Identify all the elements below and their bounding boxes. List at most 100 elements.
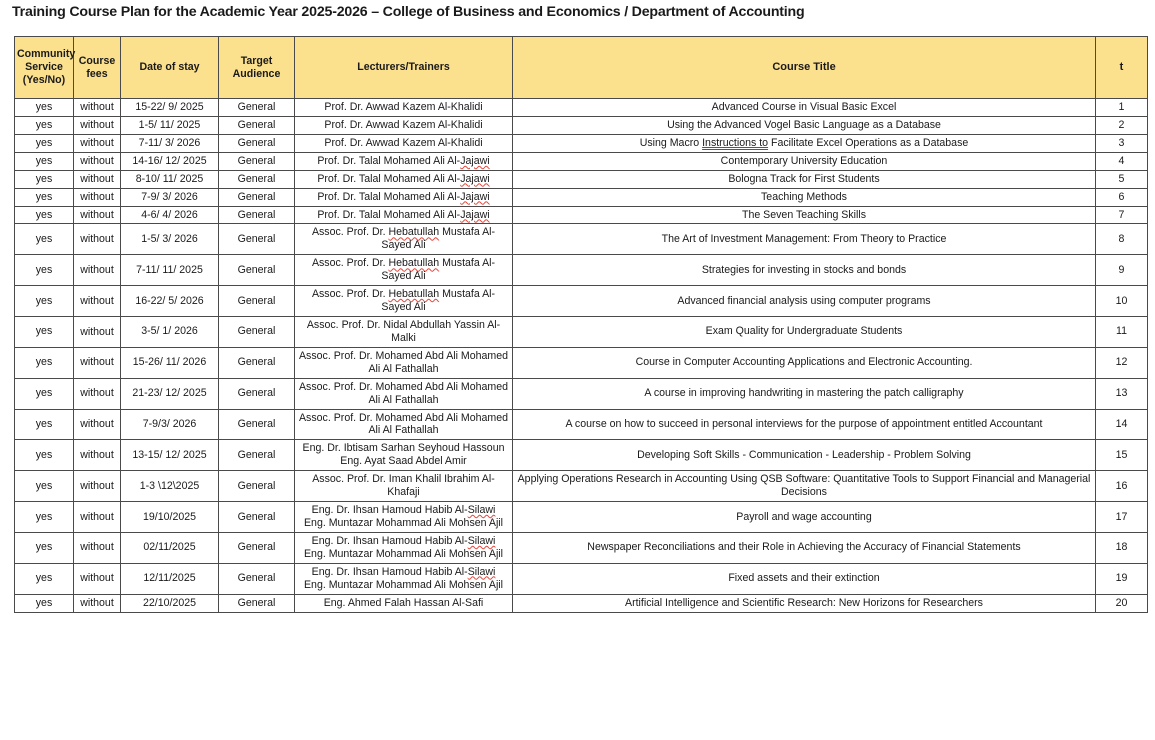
- cell-course-fees: without: [73, 133, 121, 153]
- cell-row-number: 2: [1095, 115, 1148, 135]
- cell-lecturers-trainers: Assoc. Prof. Dr. Mohamed Abd Ali Mohamed…: [294, 377, 513, 410]
- cell-course-title: Exam Quality for Undergraduate Students: [512, 315, 1096, 348]
- table-row: yes without 8-10/ 11/ 2025 General Prof. Dr.…: [14, 169, 1148, 189]
- cell-target-audience: General: [218, 470, 295, 503]
- lecturer-name: Eng. Ahmed Falah Hassan Al-Safi: [323, 596, 484, 609]
- cell-course-title: Artificial Intelligence and Scientific R…: [512, 593, 1096, 613]
- table-row: yes without 7-11/ 11/ 2025 General Assoc. Pr…: [14, 254, 1148, 287]
- cell-row-number: 11: [1095, 315, 1148, 348]
- cell-row-number: 8: [1095, 223, 1148, 256]
- cell-course-fees: without: [73, 346, 121, 379]
- column-header-date-of-stay: Date of stay: [120, 36, 219, 99]
- lecturer-name: Prof. Dr. Awwad Kazem Al-Khalidi: [324, 118, 483, 131]
- course-fees-value: without: [80, 119, 114, 132]
- cell-course-title: A course in improving handwriting in mas…: [512, 377, 1096, 410]
- cell-row-number: 6: [1095, 187, 1148, 207]
- cell-date-of-stay: 15-26/ 11/ 2026: [120, 346, 219, 379]
- cell-community-service: yes: [14, 315, 74, 348]
- cell-community-service: yes: [14, 151, 74, 171]
- lecturer-name: Assoc. Prof. Dr. Hebatullah Mustafa Al-S…: [311, 226, 496, 252]
- course-fees-value: without: [80, 136, 114, 149]
- table-row: yes without 3-5/ 1/ 2026 General Assoc. Prof…: [14, 315, 1148, 348]
- cell-target-audience: General: [218, 115, 295, 135]
- cell-course-title: Course in Computer Accounting Applicatio…: [512, 346, 1096, 379]
- course-fees-value: without: [80, 418, 114, 431]
- cell-community-service: yes: [14, 133, 74, 153]
- cell-course-fees: without: [73, 315, 121, 348]
- cell-date-of-stay: 02/11/2025: [120, 531, 219, 564]
- column-header-number: t: [1095, 36, 1148, 99]
- lecturer-name: Eng. Muntazar Mohammad Ali Mohsen Ajil: [303, 516, 504, 529]
- header-row: Community Service (Yes/No) Course fees D…: [14, 36, 1148, 99]
- cell-target-audience: General: [218, 133, 295, 153]
- lecturer-name: Prof. Dr. Talal Mohamed Ali Al-Jajawi: [317, 172, 490, 185]
- course-fees-value: without: [80, 208, 114, 221]
- cell-date-of-stay: 7-9/ 3/ 2026: [120, 187, 219, 207]
- cell-lecturers-trainers: Eng. Dr. Ihsan Hamoud Habib Al-Silawi Eng…: [294, 531, 513, 564]
- cell-course-fees: without: [73, 470, 121, 503]
- cell-course-fees: without: [73, 377, 121, 410]
- cell-course-fees: without: [73, 562, 121, 595]
- cell-course-title: Teaching Methods: [512, 187, 1096, 207]
- cell-lecturers-trainers: Eng. Dr. Ihsan Hamoud Habib Al-Silawi Eng…: [294, 562, 513, 595]
- cell-row-number: 3: [1095, 133, 1148, 153]
- cell-row-number: 15: [1095, 439, 1148, 472]
- lecturer-name: Assoc. Prof. Dr. Mohamed Abd Ali Mohamed…: [298, 380, 509, 406]
- cell-course-title: Advanced financial analysis using comput…: [512, 285, 1096, 317]
- cell-target-audience: General: [218, 439, 295, 472]
- table-row: yes without 7-9/3/ 2026 General Assoc. Prof.…: [14, 408, 1148, 441]
- cell-date-of-stay: 1-5/ 3/ 2026: [120, 223, 219, 256]
- table-row: yes without 4-6/ 4/ 2026 General Prof. Dr. T…: [14, 205, 1148, 225]
- cell-course-fees: without: [73, 169, 121, 189]
- cell-row-number: 18: [1095, 531, 1148, 564]
- cell-date-of-stay: 4-6/ 4/ 2026: [120, 205, 219, 225]
- table-row: yes without 13-15/ 12/ 2025 General Eng. Dr.…: [14, 439, 1148, 472]
- lecturer-name: Prof. Dr. Awwad Kazem Al-Khalidi: [324, 136, 483, 149]
- cell-row-number: 12: [1095, 346, 1148, 379]
- cell-community-service: yes: [14, 205, 74, 225]
- cell-course-title: Advanced Course in Visual Basic Excel: [512, 98, 1096, 117]
- cell-date-of-stay: 21-23/ 12/ 2025: [120, 377, 219, 410]
- cell-row-number: 4: [1095, 151, 1148, 171]
- course-fees-value: without: [80, 387, 114, 400]
- course-fees-value: without: [80, 572, 114, 585]
- cell-course-title: Strategies for investing in stocks and b…: [512, 254, 1096, 287]
- cell-row-number: 9: [1095, 254, 1148, 287]
- column-header-course-title: Course Title: [512, 36, 1096, 99]
- cell-community-service: yes: [14, 562, 74, 595]
- table-row: yes without 16-22/ 5/ 2026 General Assoc. Pr…: [14, 285, 1148, 317]
- cell-community-service: yes: [14, 408, 74, 441]
- cell-date-of-stay: 1-3 \12\2025: [120, 470, 219, 503]
- table-row: yes without 1-5/ 11/ 2025 General Prof. Dr. …: [14, 115, 1148, 135]
- cell-date-of-stay: 1-5/ 11/ 2025: [120, 115, 219, 135]
- course-fees-value: without: [80, 190, 114, 203]
- course-fees-value: without: [80, 172, 114, 185]
- lecturer-name: Assoc. Prof. Dr. Nidal Abdullah Yassin A…: [306, 318, 501, 344]
- course-fees-value: without: [80, 101, 114, 114]
- course-fees-value: without: [80, 596, 114, 609]
- cell-community-service: yes: [14, 593, 74, 613]
- column-header-lecturers-trainers: Lecturers/Trainers: [294, 36, 513, 99]
- cell-lecturers-trainers: Assoc. Prof. Dr. Iman Khalil Ibrahim Al-…: [294, 470, 513, 503]
- cell-date-of-stay: 7-11/ 3/ 2026: [120, 133, 219, 153]
- cell-community-service: yes: [14, 470, 74, 503]
- lecturer-name: Eng. Dr. Ihsan Hamoud Habib Al-Silawi: [311, 504, 496, 517]
- cell-date-of-stay: 8-10/ 11/ 2025: [120, 169, 219, 189]
- cell-course-fees: without: [73, 115, 121, 135]
- cell-community-service: yes: [14, 501, 74, 533]
- lecturer-name: Eng. Dr. Ihsan Hamoud Habib Al-Silawi: [311, 534, 496, 547]
- cell-date-of-stay: 12/11/2025: [120, 562, 219, 595]
- lecturer-name: Prof. Dr. Talal Mohamed Ali Al-Jajawi: [317, 154, 490, 167]
- lecturer-name: Prof. Dr. Talal Mohamed Ali Al-Jajawi: [317, 190, 490, 203]
- cell-course-fees: without: [73, 98, 121, 117]
- lecturer-name: Eng. Dr. Ihsan Hamoud Habib Al-Silawi: [311, 565, 496, 578]
- cell-date-of-stay: 15-22/ 9/ 2025: [120, 98, 219, 117]
- cell-target-audience: General: [218, 285, 295, 317]
- cell-date-of-stay: 7-9/3/ 2026: [120, 408, 219, 441]
- column-header-course-fees: Course fees: [73, 36, 121, 99]
- cell-target-audience: General: [218, 593, 295, 613]
- cell-community-service: yes: [14, 223, 74, 256]
- cell-course-title: Newspaper Reconciliations and their Role…: [512, 531, 1096, 564]
- cell-course-fees: without: [73, 593, 121, 613]
